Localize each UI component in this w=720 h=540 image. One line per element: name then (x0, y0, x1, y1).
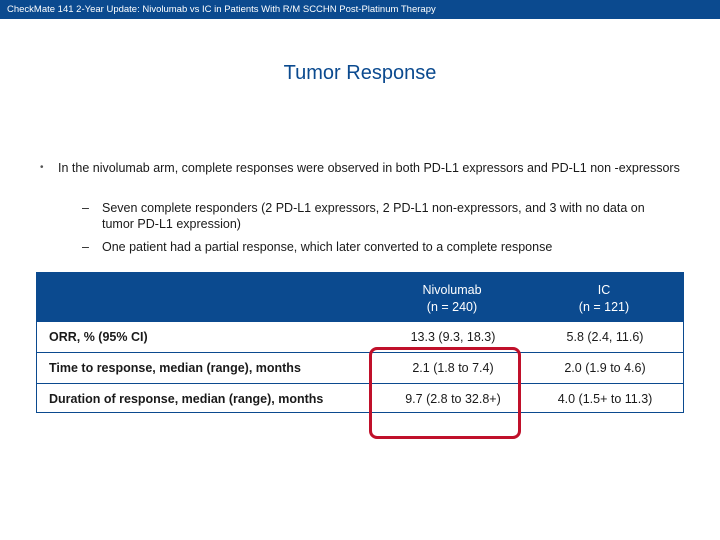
dash-icon: – (82, 240, 89, 254)
bullet-dot-icon: • (40, 162, 44, 173)
table-row: Time to response, median (range), months… (37, 352, 683, 383)
header-bar: CheckMate 141 2-Year Update: Nivolumab v… (0, 0, 720, 19)
table-row: ORR, % (95% CI) 13.3 (9.3, 18.3) 5.8 (2.… (37, 322, 683, 352)
cell-ic: 2.0 (1.9 to 4.6) (564, 361, 646, 375)
column-header-nivolumab: Nivolumab (n = 240) (377, 282, 527, 316)
row-label: Time to response, median (range), months (49, 361, 301, 375)
header-title: CheckMate 141 2-Year Update: Nivolumab v… (7, 4, 436, 15)
column-name: Nivolumab (422, 283, 482, 297)
table-row: Duration of response, median (range), mo… (37, 383, 683, 414)
table-header: Nivolumab (n = 240) IC (n = 121) (36, 272, 684, 322)
cell-nivolumab: 9.7 (2.8 to 32.8+) (405, 392, 501, 406)
sub-bullet-text: Seven complete responders (2 PD-L1 expre… (102, 201, 645, 231)
cell-nivolumab: 13.3 (9.3, 18.3) (410, 330, 496, 344)
cell-ic: 4.0 (1.5+ to 11.3) (557, 392, 653, 406)
table-body: ORR, % (95% CI) 13.3 (9.3, 18.3) 5.8 (2.… (36, 322, 684, 413)
main-bullet-text: In the nivolumab arm, complete responses… (58, 161, 680, 175)
column-header-ic: IC (n = 121) (529, 282, 679, 316)
sub-bullet-text: One patient had a partial response, whic… (102, 240, 553, 254)
highlight-box (369, 347, 521, 439)
column-n: (n = 240) (426, 300, 478, 314)
row-label: ORR, % (95% CI) (49, 330, 148, 344)
cell-nivolumab: 2.1 (1.8 to 7.4) (412, 361, 494, 375)
cell-ic: 5.8 (2.4, 11.6) (566, 330, 644, 344)
column-n: (n = 121) (578, 300, 630, 314)
dash-icon: – (82, 201, 89, 215)
column-name: IC (597, 283, 611, 297)
tumor-response-table: Nivolumab (n = 240) IC (n = 121) ORR, % … (36, 272, 684, 414)
row-label: Duration of response, median (range), mo… (49, 392, 324, 406)
slide-title: Tumor Response (283, 62, 437, 84)
